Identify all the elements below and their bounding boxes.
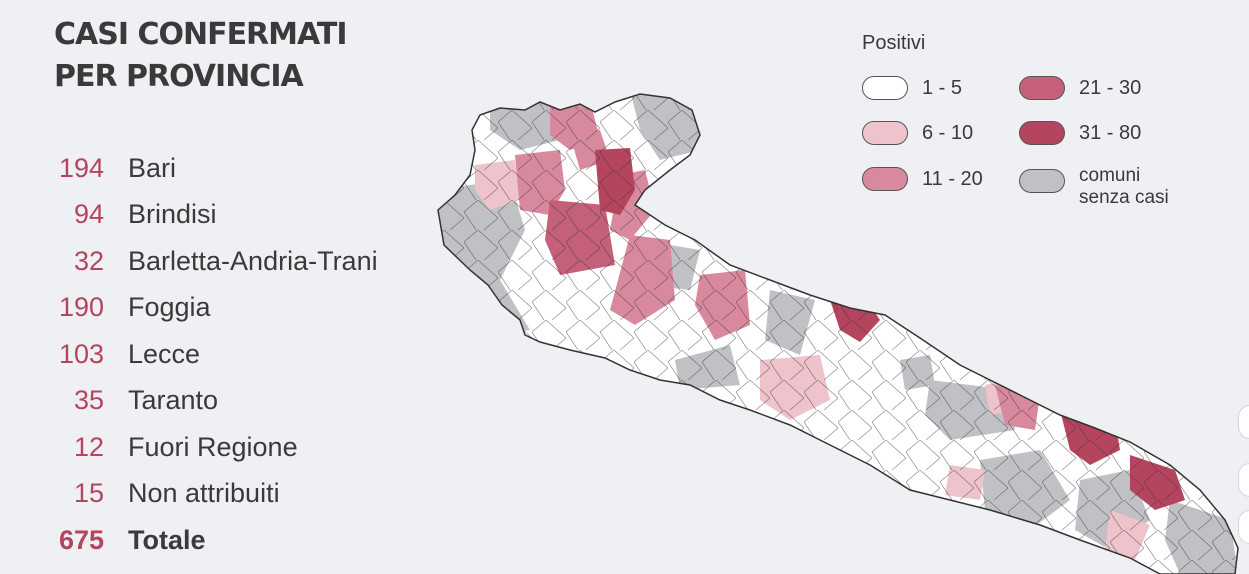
province-row-bari: 194 Bari <box>40 145 440 192</box>
total-count: 675 <box>58 524 104 555</box>
province-count: 32 <box>73 245 104 276</box>
province-name: Non attribuiti <box>128 478 280 509</box>
title-line-1: CASI CONFERMATI <box>54 17 348 52</box>
province-name: Taranto <box>128 385 219 416</box>
legend-item-31-80: 31 - 80 <box>1019 121 1141 145</box>
legend-item-21-30: 21 - 30 <box>1019 76 1141 100</box>
province-name: Lecce <box>128 338 201 369</box>
province-row-fuori-regione: 12 Fuori Regione <box>40 424 440 471</box>
province-row-foggia: 190 Foggia <box>40 285 440 332</box>
legend-label: 6 - 10 <box>922 122 974 144</box>
legend-title: Positivi <box>862 32 926 54</box>
legend-swatch <box>862 76 908 100</box>
legend-label: 31 - 80 <box>1079 122 1142 144</box>
province-list: 194 Bari 94 Brindisi 32 Barletta-Andria-… <box>40 145 440 564</box>
province-row-non-attribuiti: 15 Non attribuiti <box>40 471 440 518</box>
province-count: 15 <box>73 478 104 509</box>
legend-item-6-10: 6 - 10 <box>862 121 973 145</box>
province-name: Brindisi <box>128 199 217 230</box>
province-row-brindisi: 94 Brindisi <box>40 192 440 239</box>
map-reset-button[interactable] <box>1238 510 1249 544</box>
province-count: 194 <box>58 152 104 183</box>
province-count: 94 <box>73 199 104 230</box>
legend-item-no-cases: comuni senza casi <box>1019 165 1169 209</box>
map-legend: Positivi 1 - 5 6 - 10 11 - 20 21 - 30 31… <box>862 32 1222 222</box>
province-row-bat: 32 Barletta-Andria-Trani <box>40 238 440 285</box>
map-zoom-out-button[interactable] <box>1238 463 1249 497</box>
legend-label: comuni <box>1079 165 1141 186</box>
puglia-choropleth-map <box>437 93 1239 574</box>
province-row-lecce: 103 Lecce <box>40 331 440 378</box>
legend-label: 21 - 30 <box>1079 77 1142 99</box>
province-name: Barletta-Andria-Trani <box>128 245 378 276</box>
total-label: Totale <box>128 524 206 555</box>
legend-label: 1 - 5 <box>922 77 963 99</box>
legend-swatch <box>1019 169 1065 193</box>
page-title: CASI CONFERMATI PER PROVINCIA <box>54 14 348 98</box>
province-count: 190 <box>58 292 104 323</box>
legend-swatch <box>1019 121 1065 145</box>
province-name: Foggia <box>128 292 211 323</box>
total-row: 675 Totale <box>40 517 440 564</box>
province-name: Fuori Regione <box>128 431 298 462</box>
province-name: Bari <box>128 152 177 183</box>
legend-item-1-5: 1 - 5 <box>862 76 962 100</box>
legend-label-line-2: senza casi <box>1079 187 1169 208</box>
legend-swatch <box>862 167 908 191</box>
legend-label: 11 - 20 <box>922 168 983 190</box>
province-count: 103 <box>58 338 104 369</box>
legend-swatch <box>862 121 908 145</box>
province-count: 35 <box>73 385 104 416</box>
legend-item-11-20: 11 - 20 <box>862 167 983 191</box>
legend-swatch <box>1019 76 1065 100</box>
province-row-taranto: 35 Taranto <box>40 378 440 425</box>
map-zoom-in-button[interactable] <box>1238 405 1249 439</box>
province-count: 12 <box>73 431 104 462</box>
title-line-2: PER PROVINCIA <box>54 59 304 94</box>
